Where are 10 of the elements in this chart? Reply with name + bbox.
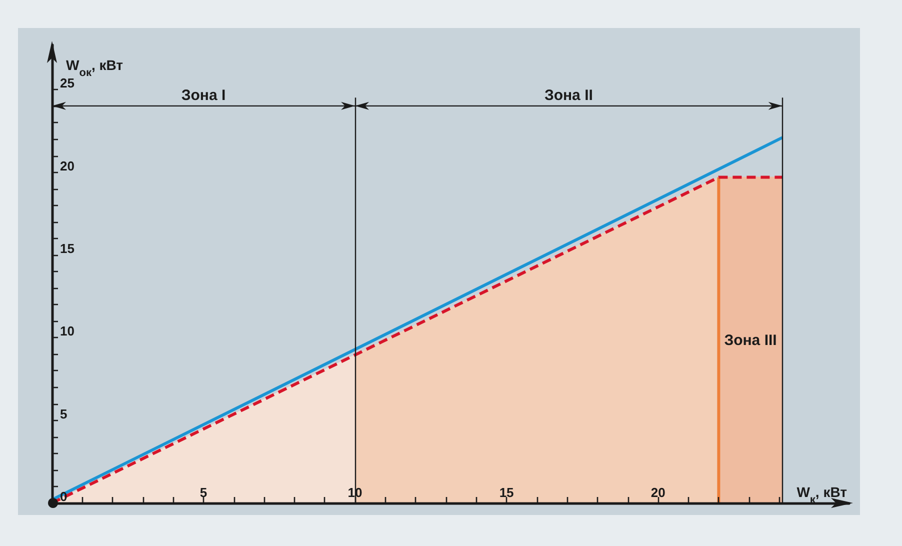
y-tick-label: 5	[60, 406, 68, 422]
annotation: Зона II	[544, 86, 593, 104]
annotation: Зона I	[181, 86, 226, 104]
x-tick-label: 20	[650, 485, 666, 500]
annotation: Зона III	[724, 332, 777, 350]
y-tick-label: 10	[60, 324, 74, 339]
y-tick-label: 20	[60, 158, 74, 174]
x-tick-label: 5	[200, 485, 208, 500]
x-tick-label: 15	[499, 485, 514, 500]
y-tick-label: 15	[60, 240, 74, 256]
